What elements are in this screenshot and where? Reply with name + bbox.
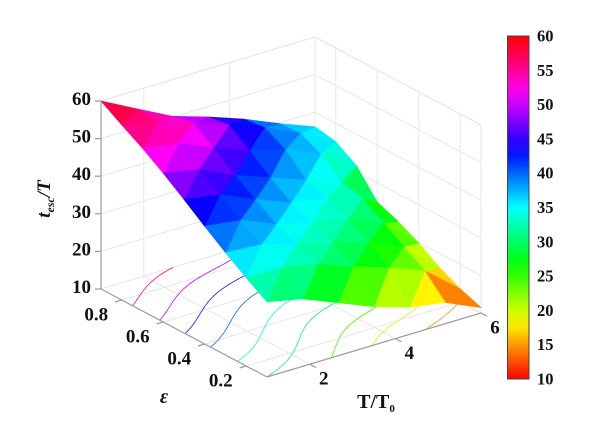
svg-text:30: 30	[72, 202, 91, 223]
svg-text:10: 10	[72, 277, 91, 298]
svg-text:ε: ε	[160, 386, 169, 408]
svg-text:20: 20	[72, 239, 91, 260]
svg-text:0.4: 0.4	[167, 349, 191, 370]
svg-text:6: 6	[490, 318, 500, 339]
svg-text:55: 55	[537, 61, 554, 80]
svg-text:0.6: 0.6	[126, 327, 150, 348]
svg-text:T/T0: T/T0	[357, 391, 395, 415]
svg-text:30: 30	[537, 232, 554, 251]
svg-text:25: 25	[537, 267, 554, 286]
svg-text:4: 4	[405, 343, 415, 364]
svg-text:0.8: 0.8	[84, 305, 108, 326]
svg-text:20: 20	[537, 301, 554, 320]
svg-text:40: 40	[72, 164, 91, 185]
svg-text:60: 60	[537, 27, 554, 46]
svg-text:60: 60	[72, 89, 91, 110]
svg-text:50: 50	[72, 127, 91, 148]
svg-text:0.2: 0.2	[209, 371, 233, 392]
svg-text:40: 40	[537, 164, 554, 183]
svg-text:45: 45	[537, 129, 554, 148]
svg-text:15: 15	[537, 335, 554, 354]
svg-text:35: 35	[537, 198, 554, 217]
svg-text:50: 50	[537, 95, 554, 114]
svg-text:2: 2	[319, 369, 329, 390]
svg-text:10: 10	[537, 370, 554, 389]
